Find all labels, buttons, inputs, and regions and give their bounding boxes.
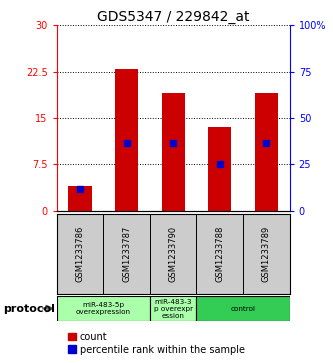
Legend: count, percentile rank within the sample: count, percentile rank within the sample [68, 332, 245, 355]
Bar [208, 127, 231, 211]
Text: protocol: protocol [3, 303, 55, 314]
Bar [196, 296, 290, 321]
Text: GSM1233787: GSM1233787 [122, 226, 131, 282]
Bar [57, 296, 150, 321]
Bar [150, 296, 196, 321]
Bar [115, 69, 138, 211]
Bar [255, 93, 278, 211]
Text: GSM1233789: GSM1233789 [262, 226, 271, 282]
Text: GSM1233790: GSM1233790 [168, 226, 178, 282]
Bar [68, 186, 92, 211]
Text: GSM1233786: GSM1233786 [75, 226, 85, 282]
Text: miR-483-3
p overexpr
ession: miR-483-3 p overexpr ession [154, 298, 193, 319]
Title: GDS5347 / 229842_at: GDS5347 / 229842_at [97, 11, 249, 24]
Bar [162, 93, 185, 211]
Text: GSM1233788: GSM1233788 [215, 226, 224, 282]
Text: miR-483-5p
overexpression: miR-483-5p overexpression [76, 302, 131, 315]
Text: control: control [230, 306, 256, 311]
